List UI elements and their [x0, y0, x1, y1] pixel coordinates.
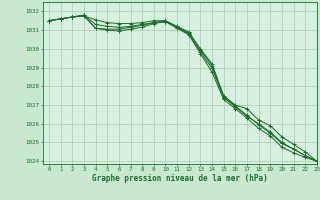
X-axis label: Graphe pression niveau de la mer (hPa): Graphe pression niveau de la mer (hPa) — [92, 174, 268, 183]
